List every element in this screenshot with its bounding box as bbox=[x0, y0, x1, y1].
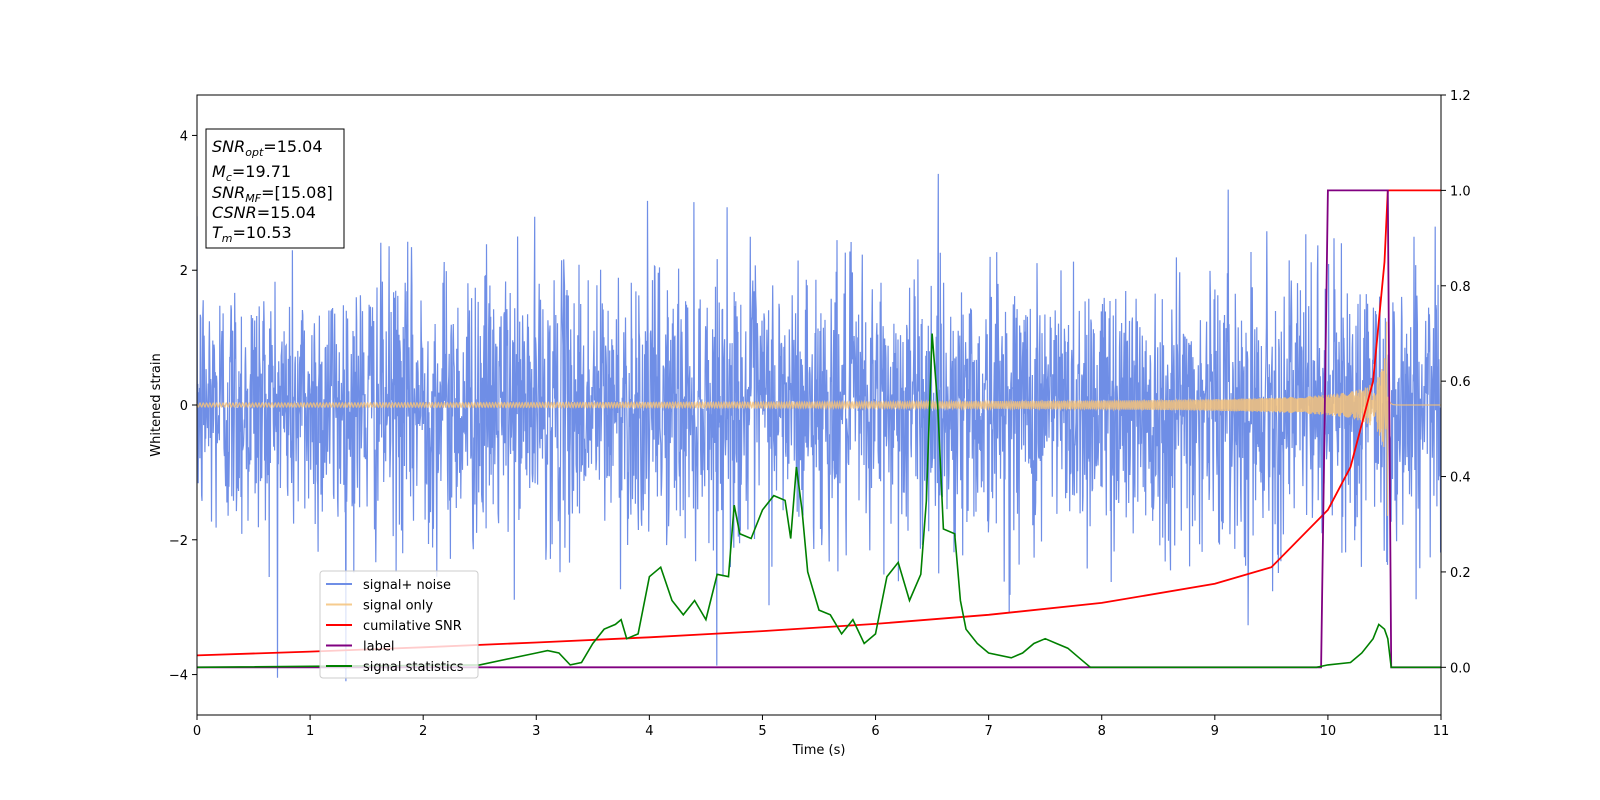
x-tick-label: 6 bbox=[871, 724, 879, 739]
legend-entry: label bbox=[363, 640, 394, 655]
info-csnr-value: 15.04 bbox=[270, 203, 316, 222]
legend-entry: signal only bbox=[363, 599, 433, 614]
y2-tick-label: 0.6 bbox=[1450, 375, 1471, 390]
y2-tick-label: 0.4 bbox=[1450, 471, 1471, 486]
info-snr-mf: SNRMF=[15.08] bbox=[212, 183, 333, 205]
x-tick-label: 4 bbox=[645, 724, 653, 739]
info-csnr: CSNR=15.04 bbox=[212, 203, 316, 222]
y2-tick-label: 0.8 bbox=[1450, 280, 1471, 295]
info-mc: Mc=19.71 bbox=[212, 162, 291, 184]
series-signal-statistics bbox=[197, 333, 1441, 669]
y-tick-label: −4 bbox=[169, 669, 188, 684]
info-snr-opt-value: 15.04 bbox=[277, 137, 323, 156]
info-box-frame bbox=[205, 128, 345, 249]
x-tick-label: 1 bbox=[306, 724, 314, 739]
x-tick-label: 3 bbox=[532, 724, 540, 739]
series-layer bbox=[197, 173, 1441, 682]
x-tick-label: 10 bbox=[1320, 724, 1337, 739]
x-tick-label: 0 bbox=[193, 724, 201, 739]
x-tick-label: 9 bbox=[1211, 724, 1219, 739]
x-tick-label: 7 bbox=[984, 724, 992, 739]
y-tick-label: 2 bbox=[180, 264, 188, 279]
y-tick-label: −2 bbox=[169, 534, 188, 549]
info-box: SNRopt=15.04 Mc=19.71 SNRMF=[15.08] CSNR… bbox=[205, 128, 345, 249]
info-tm: Tm=10.53 bbox=[212, 223, 292, 245]
info-tm-value: 10.53 bbox=[246, 223, 292, 242]
x-axis: 0 1 2 3 4 5 6 7 8 9 10 11 bbox=[193, 715, 1449, 739]
info-snr-opt: SNRopt=15.04 bbox=[212, 137, 323, 159]
x-tick-label: 5 bbox=[758, 724, 766, 739]
x-tick-label: 11 bbox=[1433, 724, 1450, 739]
info-mc-value: 19.71 bbox=[245, 162, 291, 181]
y2-tick-label: 0.0 bbox=[1450, 661, 1471, 676]
y2-tick-label: 0.2 bbox=[1450, 566, 1471, 581]
series-cumulative-snr bbox=[197, 189, 1441, 657]
legend: signal+ noise signal only cumilative SNR la… bbox=[319, 570, 479, 679]
x-axis-label: Time (s) bbox=[792, 743, 846, 758]
y-axis-label: Whitened strain bbox=[149, 353, 164, 456]
legend-entry: signal+ noise bbox=[363, 578, 451, 593]
info-snr-mf-value: [15.08] bbox=[274, 183, 332, 202]
x-tick-label: 2 bbox=[419, 724, 427, 739]
y-tick-label: 0 bbox=[180, 399, 188, 414]
y-axis-left: −4 −2 0 2 4 bbox=[169, 129, 197, 684]
y2-tick-label: 1.2 bbox=[1450, 89, 1471, 104]
y-tick-label: 4 bbox=[180, 129, 188, 144]
legend-frame bbox=[319, 570, 479, 679]
legend-entry: cumilative SNR bbox=[363, 619, 462, 634]
y2-tick-label: 1.0 bbox=[1450, 184, 1471, 199]
y-axis-right: 0.0 0.2 0.4 0.6 0.8 1.0 1.2 bbox=[1441, 89, 1471, 676]
series-signal-only bbox=[197, 321, 1441, 516]
legend-entry: signal statistics bbox=[363, 660, 464, 675]
x-tick-label: 8 bbox=[1098, 724, 1106, 739]
